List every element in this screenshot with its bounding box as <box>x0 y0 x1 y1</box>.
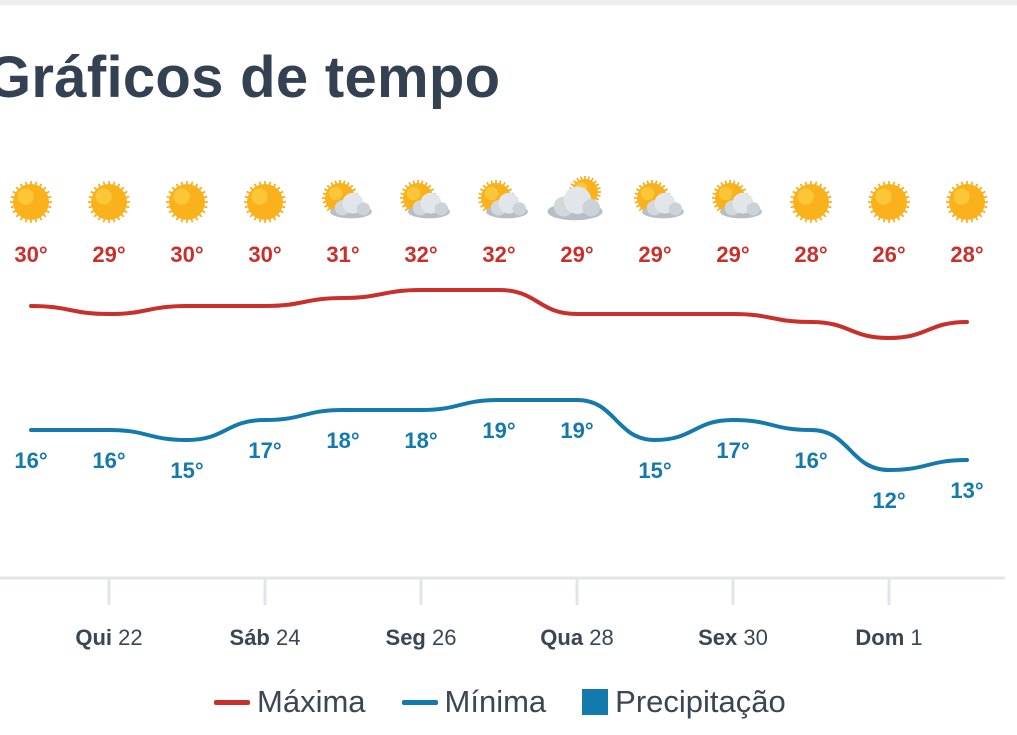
cloud <box>408 192 450 219</box>
min-temp-label: 16° <box>14 448 47 473</box>
sun-highlight <box>173 188 190 205</box>
page-title: Gráficos de tempo <box>0 45 501 110</box>
x-tick-label: Seg 26 <box>386 625 457 650</box>
x-tick-label: Sáb 24 <box>230 625 301 650</box>
sun-highlight <box>875 188 892 205</box>
max-temp-label: 28° <box>794 242 827 267</box>
sun-icon <box>868 181 910 223</box>
partly-cloudy-icon <box>634 180 684 219</box>
min-temp-label: 13° <box>950 478 983 503</box>
max-temp-line <box>29 288 969 341</box>
min-temp-label: 19° <box>482 418 515 443</box>
legend-min-label: Mínima <box>444 684 547 719</box>
legend-precip-swatch <box>582 689 609 715</box>
legend-max-swatch <box>214 699 250 705</box>
sun-highlight <box>328 186 343 201</box>
legend-max-label: Máxima <box>257 684 366 719</box>
sun-icon <box>790 181 832 223</box>
legend-min-swatch <box>401 699 438 705</box>
min-temp-label: 16° <box>92 448 125 473</box>
max-temp-label: 31° <box>326 242 359 267</box>
cloudy-icon <box>547 176 603 221</box>
max-temp-label: 30° <box>170 242 203 267</box>
max-temp-label: 26° <box>872 242 905 267</box>
x-tick-label: Qua 28 <box>540 625 613 650</box>
x-tick-label: Qui 22 <box>75 625 142 650</box>
max-temp-label: 29° <box>560 242 593 267</box>
weather-chart: Qui 22 Sáb 24 Seg 26 Qua 28 Sex 30 Dom 1 30° 29… <box>0 176 1005 650</box>
sun-highlight <box>406 186 421 201</box>
sun-icon <box>166 181 208 223</box>
chart-legend: Máxima Mínima Precipitação <box>214 684 822 720</box>
partly-cloudy-icon <box>322 180 372 219</box>
sun-highlight <box>797 188 814 205</box>
sun-highlight <box>718 186 733 201</box>
min-temp-label: 18° <box>404 428 437 453</box>
cloud <box>642 192 684 219</box>
cloud <box>486 192 528 219</box>
max-temp-label: 32° <box>482 242 515 267</box>
min-temp-line <box>29 397 969 473</box>
sun-icon <box>946 181 988 223</box>
legend-precip-label: Precipitação <box>615 684 786 719</box>
min-temp-label: 17° <box>716 438 749 463</box>
min-temp-label: 18° <box>326 428 359 453</box>
legend-item-min[interactable]: Mínima <box>401 684 547 720</box>
sun-highlight <box>953 188 970 205</box>
min-temp-label: 19° <box>560 418 593 443</box>
sun-highlight <box>640 186 655 201</box>
sun-icon <box>88 181 130 223</box>
sun-highlight <box>95 188 112 205</box>
sun-highlight <box>484 186 499 201</box>
max-temp-label: 29° <box>638 242 671 267</box>
x-tick-label: Dom 1 <box>855 625 922 650</box>
cloud <box>330 192 372 219</box>
x-tick-label: Sex 30 <box>698 625 768 650</box>
partly-cloudy-icon <box>712 180 762 219</box>
max-temp-label: 29° <box>92 242 125 267</box>
min-temp-label: 17° <box>248 438 281 463</box>
max-temp-label: 32° <box>404 242 437 267</box>
sun-highlight <box>17 188 34 205</box>
max-temp-label: 30° <box>14 242 47 267</box>
sun-icon <box>244 181 286 223</box>
cloud <box>547 186 603 221</box>
cloud <box>720 192 762 219</box>
min-temp-label: 15° <box>170 458 203 483</box>
max-temp-label: 30° <box>248 242 281 267</box>
top-divider <box>0 0 1017 5</box>
max-temp-label: 29° <box>716 242 749 267</box>
max-temp-label: 28° <box>950 242 983 267</box>
sun-highlight <box>251 188 268 205</box>
legend-item-max[interactable]: Máxima <box>214 684 366 720</box>
min-temp-label: 15° <box>638 458 671 483</box>
legend-item-precip[interactable]: Precipitação <box>582 684 786 720</box>
min-temp-label: 12° <box>872 488 905 513</box>
partly-cloudy-icon <box>478 180 528 219</box>
sun-icon <box>10 181 52 223</box>
partly-cloudy-icon <box>400 180 450 219</box>
min-temp-label: 16° <box>794 448 827 473</box>
